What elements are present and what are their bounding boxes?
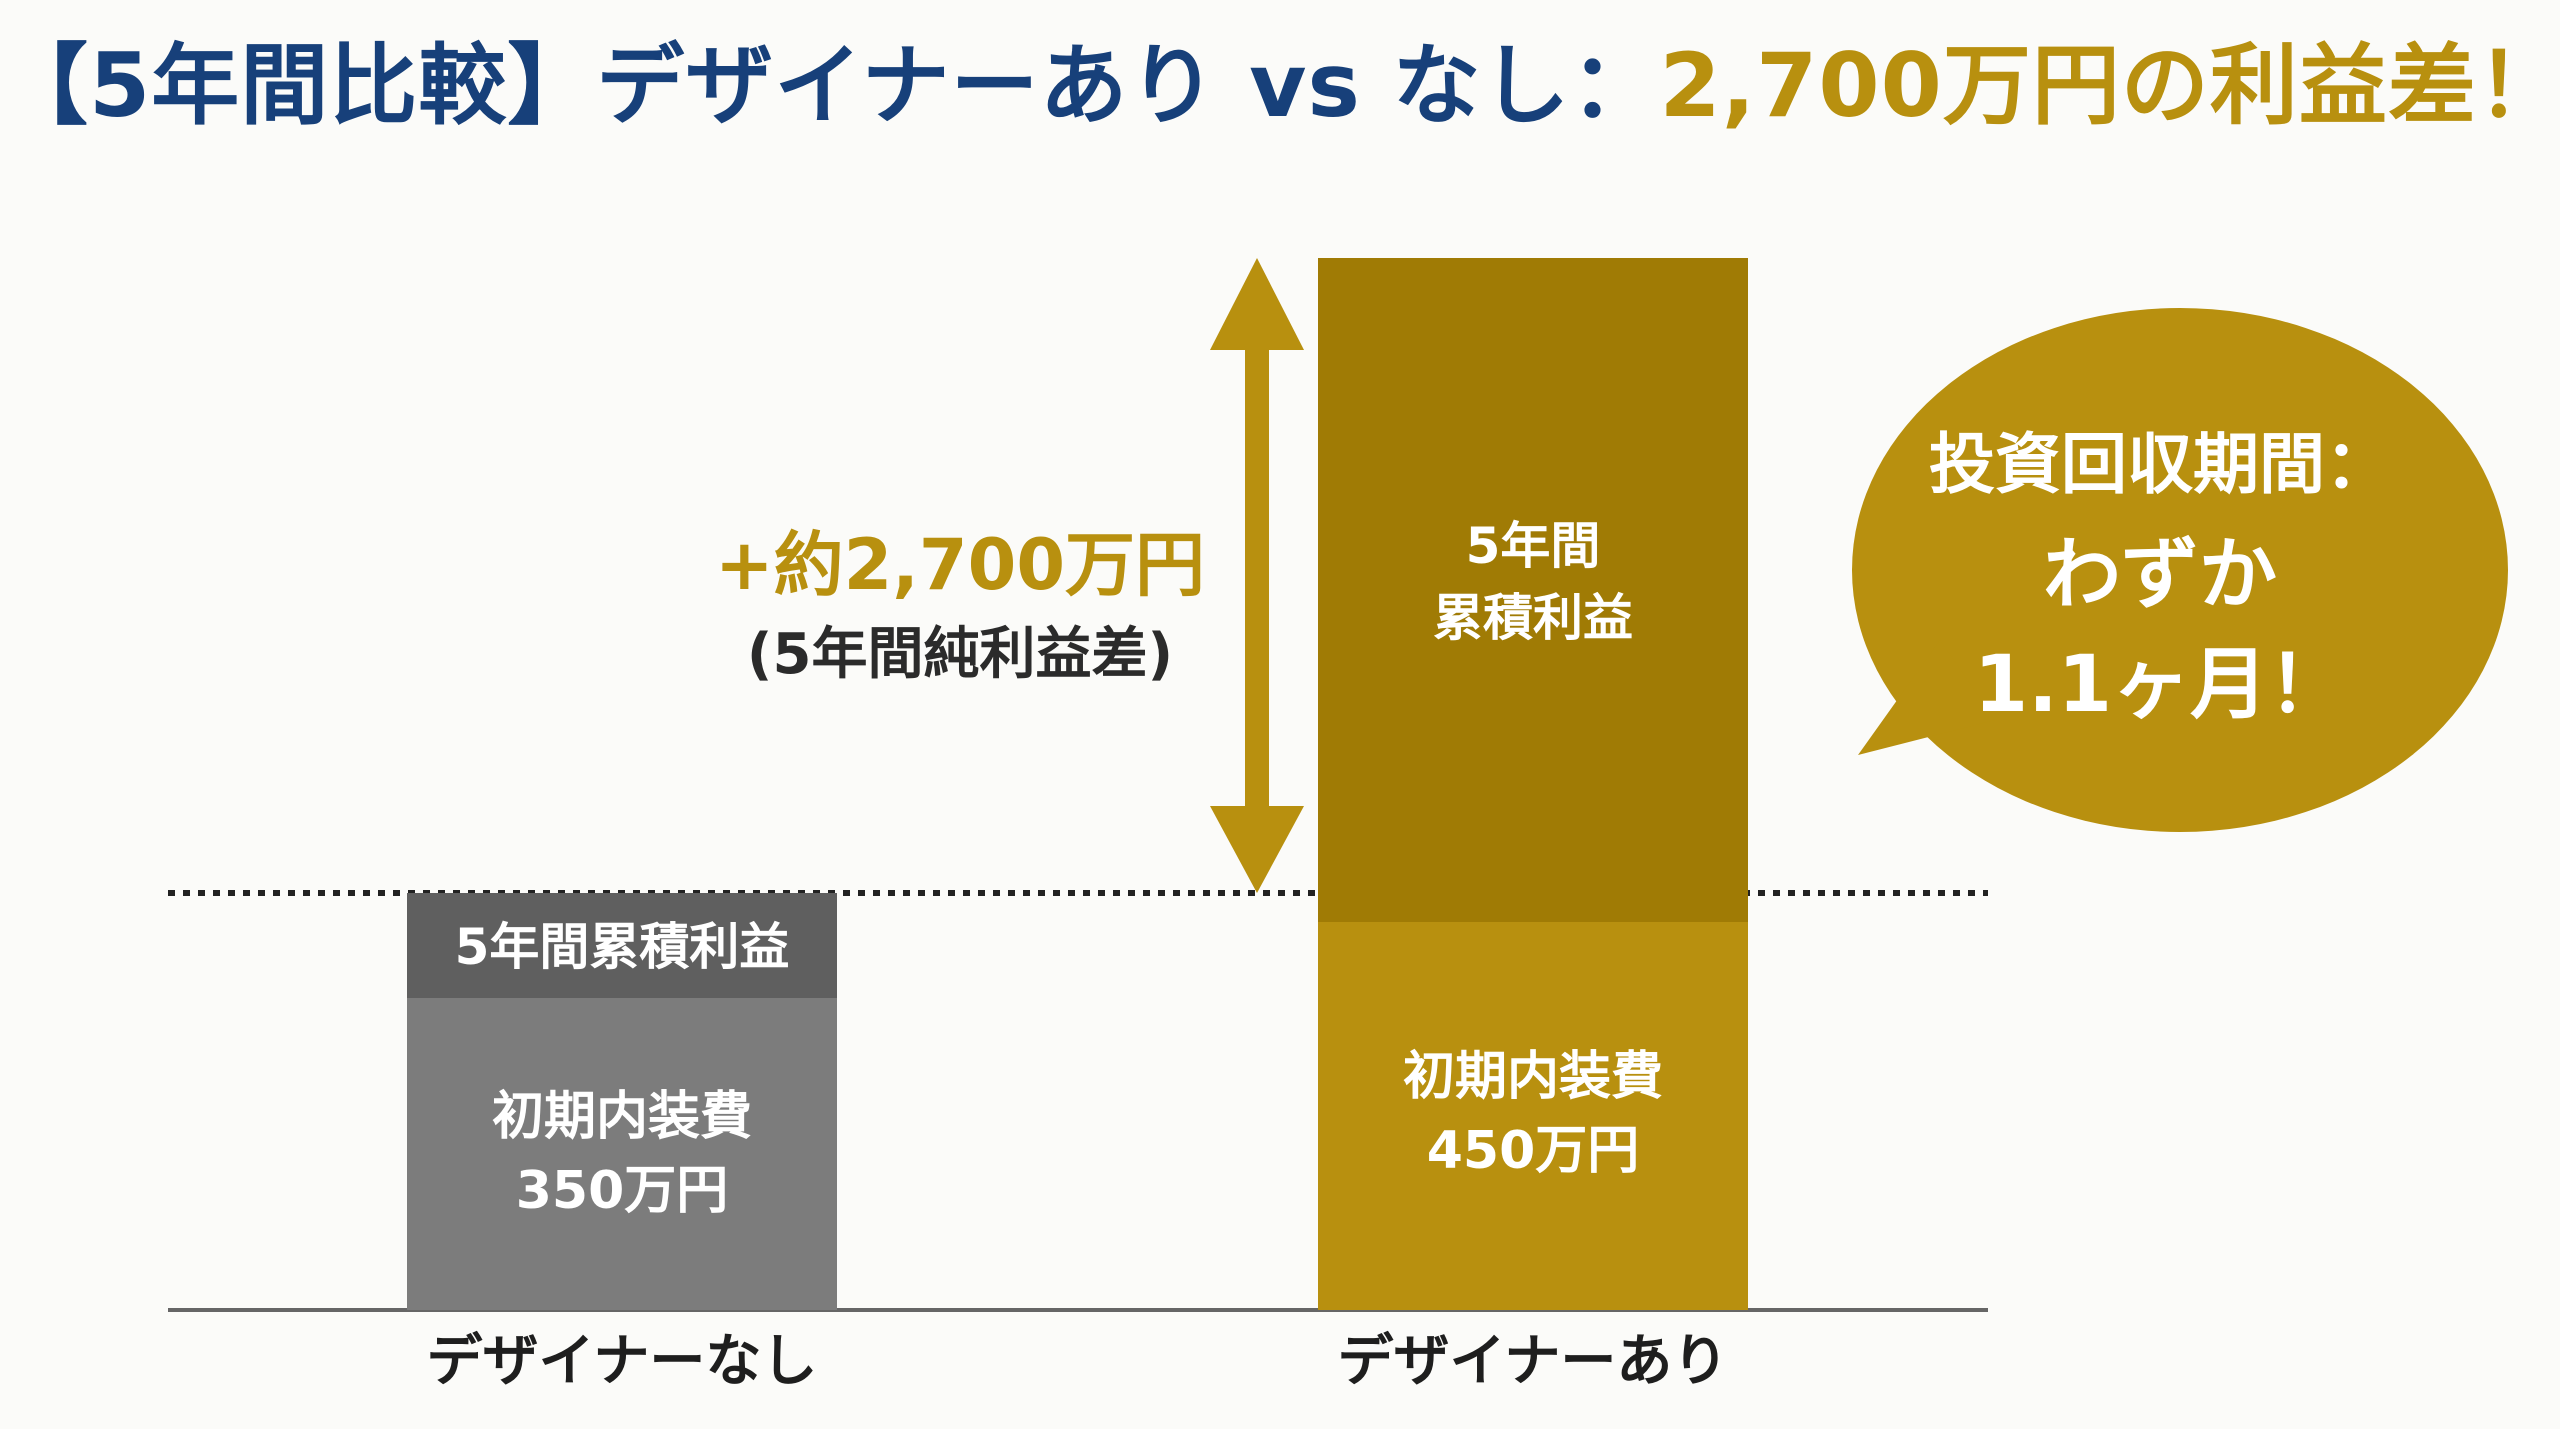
bar-no-designer-profit bbox=[407, 893, 837, 998]
payback-callout-text: 投資回収期間： わずか 1.1ヶ月！ bbox=[1840, 410, 2480, 740]
bar-designer-initial-cost bbox=[1318, 922, 1748, 1310]
difference-note-label: (5年間純利益差) bbox=[746, 622, 1174, 687]
title-part-2: 2,700万円の利益差！ bbox=[1659, 34, 2560, 137]
category-label-designer: デザイナーあり bbox=[1337, 1329, 1729, 1394]
difference-value-label: +約2,700万円 bbox=[714, 524, 1206, 606]
label-line: 350万円 bbox=[515, 1161, 729, 1221]
difference-arrow-icon bbox=[1210, 258, 1304, 893]
title-part-1: 【5年間比較】デザイナーあり vs なし： bbox=[0, 34, 1660, 137]
bar-no-designer-initial-cost-label: 初期内装費 350万円 bbox=[407, 1080, 837, 1228]
bar-no-designer-profit-label: 5年間累積利益 bbox=[454, 918, 790, 976]
label-line: 450万円 bbox=[1426, 1121, 1640, 1181]
label-line: 初期内装費 bbox=[491, 1087, 752, 1147]
bar-designer-profit-label: 5年間 累積利益 bbox=[1318, 510, 1748, 654]
label-line: 初期内装費 bbox=[1402, 1047, 1663, 1107]
category-label-no-designer: デザイナーなし bbox=[426, 1329, 818, 1394]
label-line: 5年間 bbox=[1465, 517, 1601, 575]
bar-designer-initial-cost-label: 初期内装費 450万円 bbox=[1318, 1040, 1748, 1188]
callout-line-1: 投資回収期間： bbox=[1929, 426, 2391, 503]
payback-callout-bubble bbox=[1852, 308, 2508, 832]
callout-line-2: わずか bbox=[2042, 530, 2277, 620]
callout-line-3: 1.1ヶ月！ bbox=[1973, 640, 2347, 730]
label-line: 累積利益 bbox=[1433, 589, 1633, 647]
bar-designer-profit bbox=[1318, 258, 1748, 922]
page-title: 【5年間比較】デザイナーあり vs なし：2,700万円の利益差！ bbox=[0, 26, 2560, 146]
bar-no-designer-initial-cost bbox=[407, 998, 837, 1310]
